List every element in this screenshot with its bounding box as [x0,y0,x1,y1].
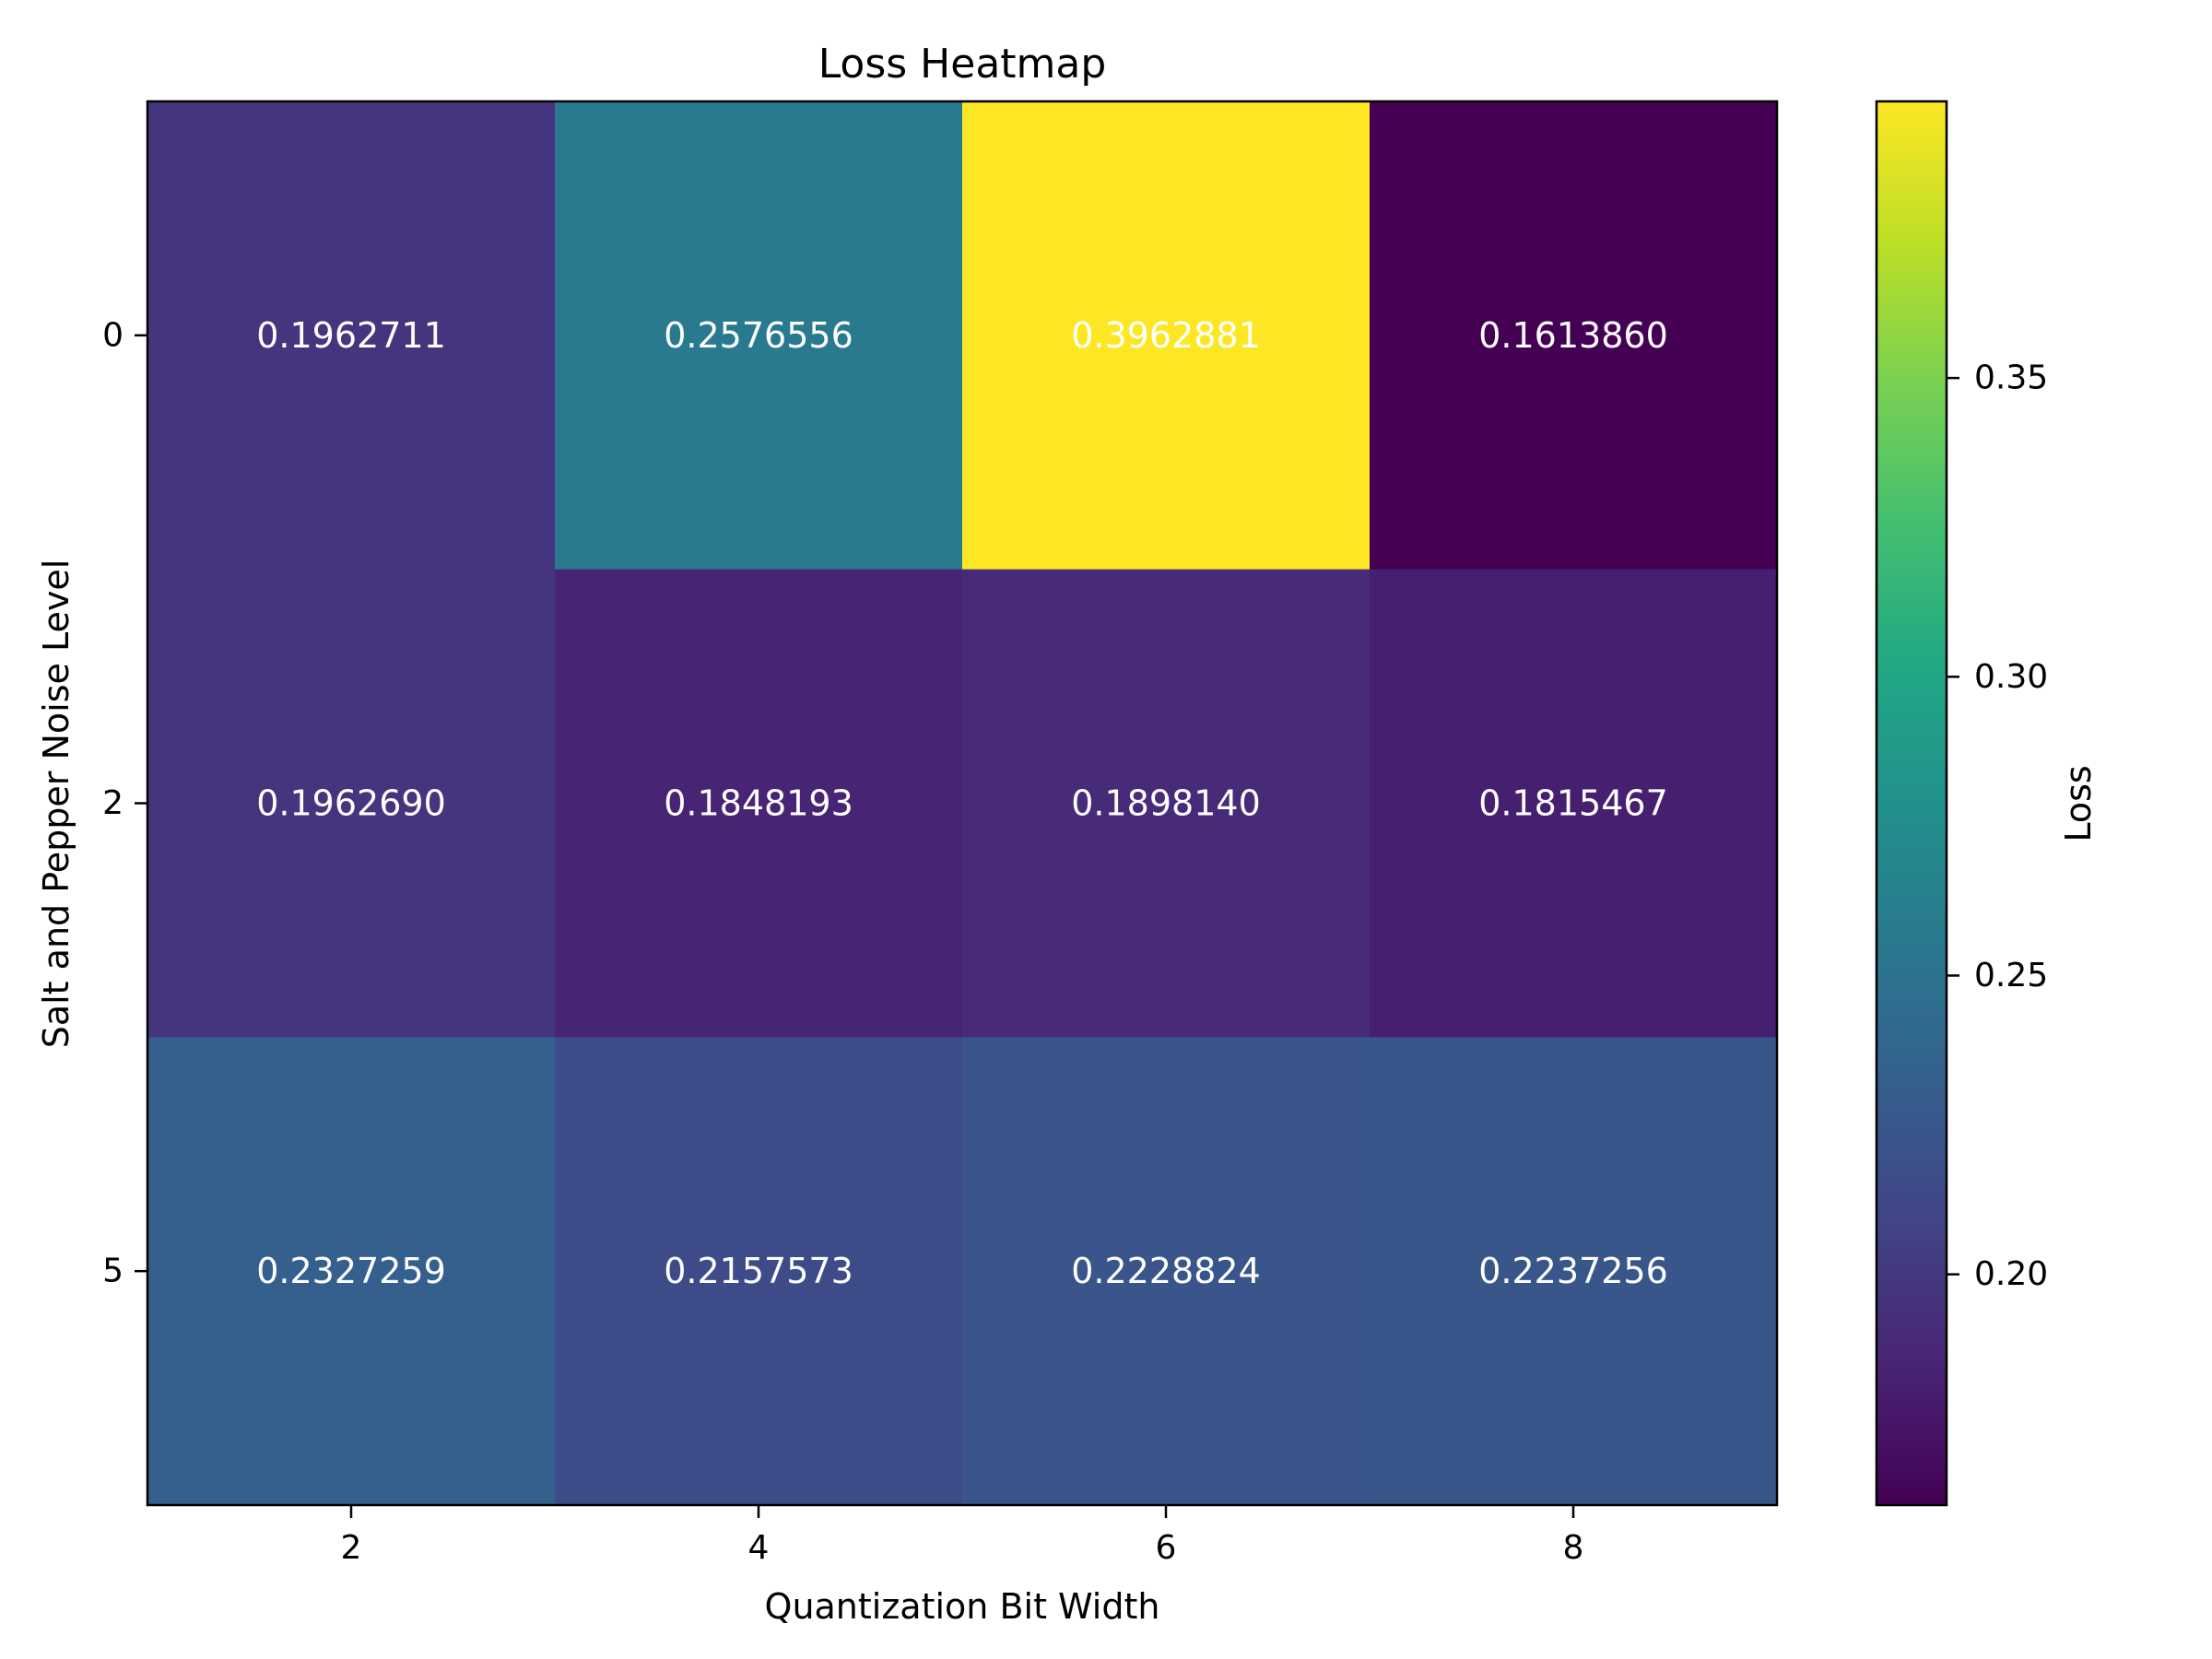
heatmap-cell [147,1037,556,1506]
x-tick-label: 2 [341,1529,362,1567]
cell-value-label: 0.2157573 [664,1251,853,1291]
heatmap-cell [962,569,1371,1038]
y-tick-label: 2 [102,784,124,822]
x-tick-label: 6 [1156,1529,1177,1567]
colorbar-tick-label: 0.30 [1974,658,2048,696]
heatmap-cell [555,101,963,571]
cell-value-label: 0.1898140 [1071,783,1261,824]
cell-value-label: 0.1962711 [256,315,446,356]
x-axis-ticks: 2 4 6 8 [341,1505,1584,1567]
cell-value-label: 0.1815467 [1478,783,1668,824]
heatmap-cell [147,101,556,571]
heatmap-cell [1370,101,1778,571]
cell-value-label: 0.3962881 [1071,315,1261,356]
colorbar-tick-label: 0.25 [1974,957,2048,994]
y-tick-label: 0 [102,316,124,354]
heatmap-cell [147,569,556,1038]
x-axis-label: Quantization Bit Width [765,1586,1160,1627]
heatmap-cell [555,569,963,1038]
x-tick-label: 4 [748,1529,770,1567]
colorbar-label: Loss [2058,765,2099,841]
heatmap-cell [1370,1037,1778,1506]
y-tick-label: 5 [102,1253,124,1290]
y-axis-label: Salt and Pepper Noise Level [36,559,76,1049]
heatmap-cell [962,1037,1371,1506]
cell-value-label: 0.1613860 [1478,315,1668,356]
heatmap-cell [1370,569,1778,1038]
heatmap-cells [147,101,1778,1506]
colorbar-tick-label: 0.20 [1974,1255,2048,1293]
colorbar-ticks: 0.20 0.25 0.30 0.35 [1947,359,2048,1293]
heatmap-cell [555,1037,963,1506]
cell-value-label: 0.2576556 [664,315,853,356]
x-tick-label: 8 [1563,1529,1584,1567]
heatmap-cell [962,101,1371,571]
cell-value-labels: 0.1962711 0.2576556 0.3962881 0.1613860 0.19… [256,315,1668,1291]
cell-value-label: 0.2327259 [256,1251,446,1291]
cell-value-label: 0.2228824 [1071,1251,1261,1291]
colorbar-tick-label: 0.35 [1974,359,2048,397]
cell-value-label: 0.1848193 [664,783,853,824]
cell-value-label: 0.1962690 [256,783,446,824]
colorbar [1875,100,1948,1507]
y-axis-ticks: 0 2 5 [102,316,147,1290]
chart-title: Loss Heatmap [818,41,1107,88]
cell-value-label: 0.2237256 [1478,1251,1668,1291]
